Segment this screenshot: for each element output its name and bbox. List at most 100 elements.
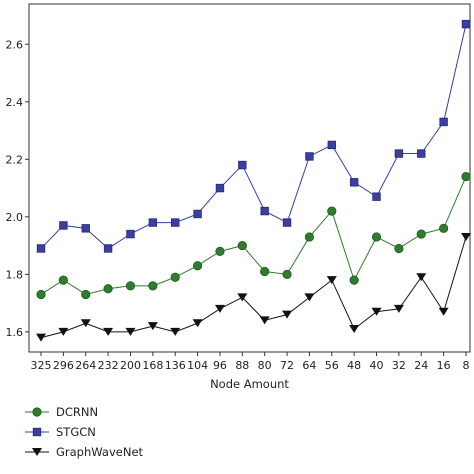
data-point xyxy=(81,289,91,300)
legend-marker xyxy=(32,407,42,417)
data-point xyxy=(282,218,292,227)
data-point xyxy=(103,327,114,336)
data-point xyxy=(394,149,404,158)
data-point xyxy=(394,243,404,254)
data-point xyxy=(282,310,293,319)
chart-legend: DCRNN STGCN GraphWaveNet xyxy=(25,405,144,459)
data-point xyxy=(214,304,225,313)
data-point xyxy=(417,149,426,158)
data-point xyxy=(81,224,90,233)
data-point xyxy=(439,117,448,127)
x-tick-label: 264 xyxy=(75,359,96,372)
x-tick-label: 325 xyxy=(31,359,52,372)
data-point xyxy=(171,218,180,227)
plot-frame xyxy=(28,3,471,353)
x-tick-label: 88 xyxy=(235,359,249,372)
data-point xyxy=(304,232,315,242)
data-point xyxy=(259,316,270,325)
x-tick-label: 8 xyxy=(463,359,470,372)
data-point xyxy=(371,307,382,316)
data-point xyxy=(148,281,158,291)
data-point xyxy=(238,160,247,170)
data-point xyxy=(304,293,315,302)
data-point xyxy=(126,229,135,239)
y-tick-label: 1.8 xyxy=(6,268,24,281)
data-point xyxy=(80,319,91,328)
data-point xyxy=(148,218,158,227)
data-point xyxy=(58,327,69,336)
data-point xyxy=(192,319,203,328)
data-point xyxy=(393,304,404,313)
data-point xyxy=(103,284,113,294)
x-tick-label: 40 xyxy=(370,359,384,372)
data-point xyxy=(260,206,269,216)
data-point xyxy=(36,333,46,342)
x-tick-label: 136 xyxy=(165,359,186,372)
data-point xyxy=(305,152,314,161)
x-tick-label: 80 xyxy=(258,359,272,372)
legend-item: GraphWaveNet xyxy=(25,445,144,459)
data-point xyxy=(461,19,471,29)
data-point xyxy=(125,327,136,336)
data-point xyxy=(438,307,449,316)
data-point xyxy=(327,206,337,216)
data-point xyxy=(439,223,449,233)
y-tick-label: 1.6 xyxy=(6,326,24,339)
legend-label: STGCN xyxy=(56,425,96,439)
legend-item: DCRNN xyxy=(25,405,98,419)
data-point xyxy=(125,281,136,291)
x-axis-title: Node Amount xyxy=(210,377,289,391)
chart-series xyxy=(36,19,471,342)
series-dcrnn xyxy=(36,171,471,300)
data-point xyxy=(36,244,46,253)
data-point xyxy=(192,261,203,271)
data-point xyxy=(327,140,336,150)
data-point xyxy=(416,229,426,239)
legend-item: STGCN xyxy=(25,425,96,439)
data-point xyxy=(58,275,68,285)
x-tick-label: 16 xyxy=(437,359,451,372)
data-point xyxy=(36,289,46,300)
series-stgcn xyxy=(36,19,471,253)
data-point xyxy=(215,183,225,193)
data-point xyxy=(371,232,382,242)
x-tick-label: 32 xyxy=(392,359,406,372)
x-tick-label: 24 xyxy=(414,359,428,372)
x-tick-label: 48 xyxy=(347,359,361,372)
data-point xyxy=(170,327,181,336)
x-tick-label: 56 xyxy=(325,359,339,372)
data-point xyxy=(237,240,247,251)
data-point xyxy=(147,322,158,331)
y-tick-label: 2.0 xyxy=(6,211,24,224)
x-tick-label: 72 xyxy=(280,359,294,372)
series-line xyxy=(40,176,467,296)
legend-marker xyxy=(32,427,42,437)
data-point xyxy=(461,232,471,241)
legend-label: DCRNN xyxy=(56,405,98,419)
legend-marker xyxy=(32,448,42,456)
data-point xyxy=(215,246,225,256)
data-point xyxy=(326,276,337,285)
x-tick-label: 64 xyxy=(302,359,316,372)
data-point xyxy=(349,178,359,187)
series-graphwavenet xyxy=(36,232,471,342)
data-point xyxy=(260,266,270,277)
x-tick-label: 296 xyxy=(53,359,74,372)
y-tick-label: 2.2 xyxy=(6,153,24,166)
data-point xyxy=(237,293,248,302)
x-tick-label: 104 xyxy=(187,359,208,372)
data-point xyxy=(193,209,202,219)
legend-label: GraphWaveNet xyxy=(56,445,144,459)
data-point xyxy=(349,324,360,333)
data-point xyxy=(282,269,292,279)
series-line xyxy=(40,24,467,250)
data-point xyxy=(59,221,68,230)
data-point xyxy=(372,192,381,201)
y-tick-label: 2.4 xyxy=(6,96,24,109)
data-point xyxy=(103,244,113,253)
data-point xyxy=(416,273,427,282)
x-tick-label: 168 xyxy=(142,359,163,372)
x-tick-label: 200 xyxy=(120,359,141,372)
